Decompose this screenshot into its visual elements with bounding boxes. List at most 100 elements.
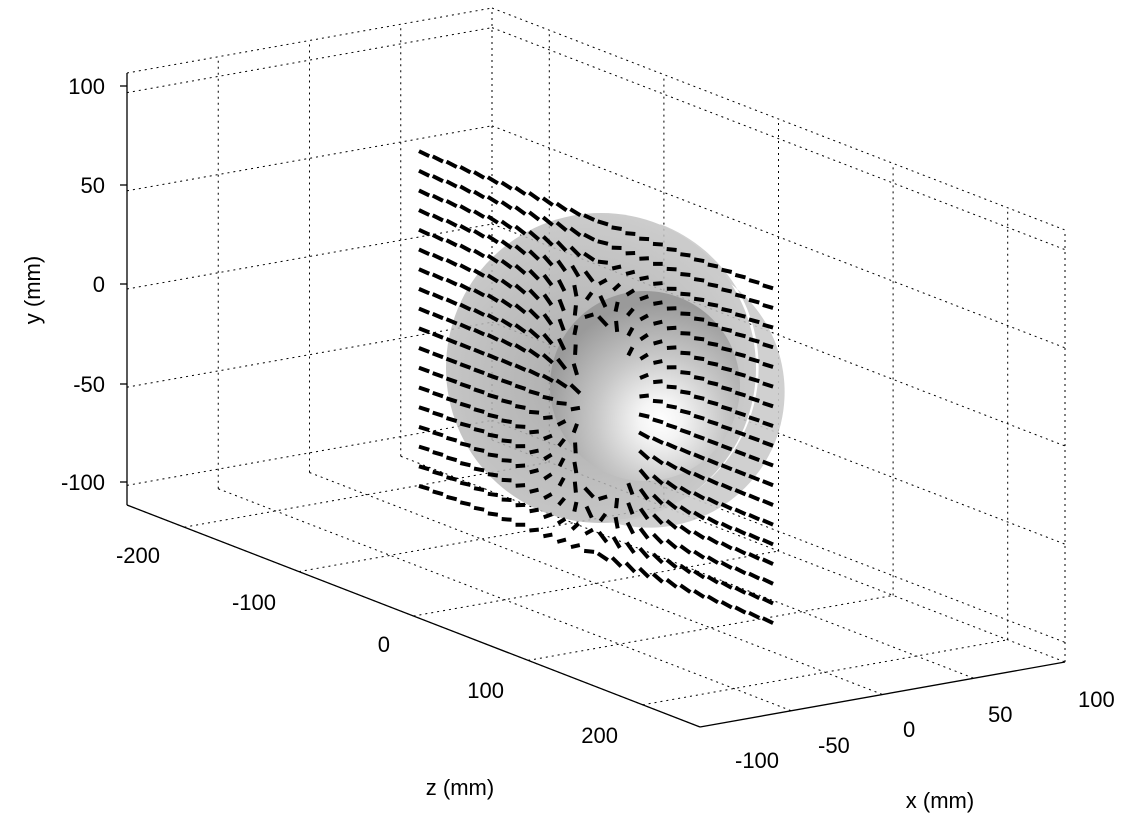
vector-mark bbox=[680, 311, 691, 317]
vector-mark bbox=[707, 282, 719, 289]
vector-mark bbox=[459, 401, 472, 409]
vector-mark bbox=[761, 557, 774, 566]
vector-mark bbox=[761, 518, 774, 527]
vector-mark bbox=[557, 337, 567, 351]
vector-mark bbox=[514, 343, 527, 353]
vector-mark bbox=[639, 275, 650, 281]
vector-mark bbox=[500, 180, 513, 191]
vector-mark bbox=[638, 468, 650, 481]
z-axis-line bbox=[126, 504, 701, 728]
vector-mark bbox=[445, 337, 458, 345]
vector-mark bbox=[486, 253, 499, 264]
vector-mark bbox=[707, 419, 719, 427]
vector-mark bbox=[418, 227, 431, 237]
vector-mark bbox=[541, 215, 554, 227]
vector-mark bbox=[432, 430, 444, 438]
vector-mark bbox=[459, 302, 472, 312]
vector-mark bbox=[666, 345, 677, 350]
vector-mark bbox=[459, 165, 472, 175]
vector-mark bbox=[639, 313, 649, 322]
vector-mark bbox=[473, 209, 486, 219]
vector-mark bbox=[445, 258, 458, 267]
vector-mark bbox=[680, 271, 691, 278]
vector-mark bbox=[720, 600, 733, 610]
vector-mark bbox=[418, 326, 430, 335]
vector-mark bbox=[721, 365, 733, 373]
vector-mark bbox=[501, 398, 513, 405]
vector-mark bbox=[529, 409, 540, 415]
vector-mark bbox=[572, 461, 579, 474]
vector-mark bbox=[679, 427, 692, 436]
vector-mark bbox=[598, 277, 608, 286]
vector-mark bbox=[528, 268, 540, 281]
vector-mark bbox=[762, 440, 774, 448]
vector-mark bbox=[597, 530, 609, 544]
vector-mark bbox=[720, 541, 733, 551]
vector-mark bbox=[638, 487, 650, 501]
vector-mark bbox=[720, 560, 733, 570]
vector-mark bbox=[418, 306, 431, 315]
vector-mark bbox=[762, 479, 774, 488]
vector-mark bbox=[501, 517, 512, 522]
vector-mark bbox=[748, 395, 760, 403]
vector-mark bbox=[734, 292, 746, 300]
vector-mark bbox=[707, 360, 719, 367]
vector-mark bbox=[432, 469, 444, 477]
vector-mark bbox=[734, 331, 746, 339]
vector-mark bbox=[596, 551, 609, 562]
vector-mark bbox=[625, 269, 636, 276]
x-tick-label: -100 bbox=[735, 748, 779, 773]
vector-mark bbox=[473, 189, 486, 200]
vector-mark bbox=[693, 277, 705, 283]
vector-mark bbox=[486, 234, 499, 245]
vector-mark bbox=[680, 291, 691, 297]
vector-mark bbox=[486, 313, 499, 323]
vector-mark bbox=[666, 325, 677, 331]
vector-mark bbox=[431, 233, 444, 242]
vector-mark bbox=[528, 368, 541, 378]
vector-mark bbox=[639, 236, 650, 242]
vector-mark bbox=[514, 303, 527, 315]
vector-mark bbox=[514, 283, 527, 295]
x-axis-line bbox=[699, 661, 1066, 728]
vector-mark bbox=[720, 463, 733, 472]
vector-mark bbox=[487, 452, 499, 458]
vector-mark bbox=[555, 240, 568, 253]
vector-mark bbox=[680, 370, 691, 376]
vector-mark bbox=[665, 499, 678, 511]
vector-mark bbox=[721, 385, 733, 392]
z-tick-label: -100 bbox=[232, 590, 276, 615]
vector-mark bbox=[543, 492, 553, 500]
vector-mark bbox=[529, 429, 539, 435]
vector-mark bbox=[501, 438, 512, 444]
vector-mark bbox=[573, 344, 578, 355]
vector-mark bbox=[651, 552, 664, 565]
grid-line bbox=[298, 506, 664, 573]
vector-mark bbox=[459, 362, 472, 370]
vector-mark bbox=[555, 221, 568, 232]
vector-mark bbox=[528, 249, 541, 261]
grid-line bbox=[413, 550, 779, 617]
vector-mark bbox=[543, 472, 553, 481]
vector-mark bbox=[572, 305, 578, 316]
vector-mark bbox=[542, 313, 554, 326]
vector-mark bbox=[665, 480, 678, 491]
vector-mark bbox=[748, 376, 760, 384]
vector-mark bbox=[693, 355, 705, 362]
vector-mark bbox=[572, 501, 579, 512]
vector-mark bbox=[707, 301, 719, 308]
vector-mark bbox=[528, 191, 541, 202]
vector-mark bbox=[514, 185, 527, 196]
vector-mark bbox=[762, 459, 774, 468]
vector-mark bbox=[500, 378, 513, 386]
vector-mark bbox=[515, 424, 526, 429]
vector-mark bbox=[459, 243, 472, 253]
vector-mark bbox=[572, 284, 579, 297]
vector-mark bbox=[707, 321, 719, 328]
vector-mark bbox=[653, 281, 663, 286]
vector-mark bbox=[583, 213, 596, 222]
vector-mark bbox=[431, 193, 444, 203]
x-tick-label: 50 bbox=[988, 702, 1012, 727]
vector-mark bbox=[693, 296, 705, 303]
vector-mark bbox=[720, 404, 733, 412]
